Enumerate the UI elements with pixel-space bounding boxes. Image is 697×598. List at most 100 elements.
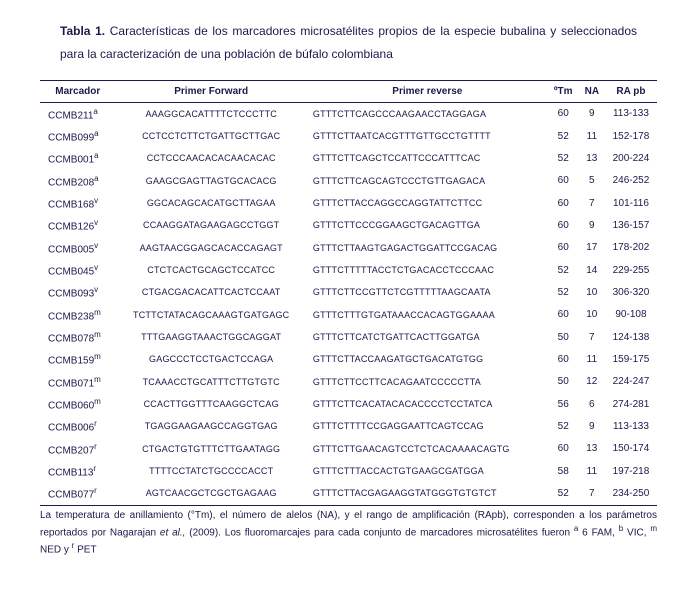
- cell-reverse: GTTTCTTCCCGGAAGCTGACAGTTGA: [307, 214, 548, 236]
- cell-forward: GAGCCCTCCTGACTCCAGA: [115, 348, 306, 370]
- cell-forward: CTGACTGTGTTTCTTGAATAGG: [115, 438, 306, 460]
- cell-marcador: CCMB211a: [40, 102, 115, 125]
- cell-forward: GAAGCGAGTTAGTGCACACG: [115, 170, 306, 192]
- cell-reverse: GTTTCTTCCGTTCTCGTTTTTAAGCAATA: [307, 281, 548, 303]
- cell-ra: 159-175: [605, 348, 657, 370]
- col-reverse: Primer reverse: [307, 80, 548, 102]
- cell-marcador: CCMB093v: [40, 281, 115, 303]
- cell-na: 10: [579, 304, 605, 326]
- cell-ra: 229-255: [605, 259, 657, 281]
- label-b: VIC,: [623, 527, 650, 538]
- table-caption: Tabla 1. Características de los marcador…: [60, 20, 637, 66]
- cell-reverse: GTTTCTTAATCACGTTTGTTGCCTGTTTT: [307, 125, 548, 147]
- table-row: CCMB093vCTGACGACACATTCACTCCAATGTTTCTTCCG…: [40, 281, 657, 303]
- cell-na: 12: [579, 371, 605, 393]
- cell-tm: 60: [548, 170, 579, 192]
- cell-marcador: CCMB126v: [40, 214, 115, 236]
- cell-na: 7: [579, 192, 605, 214]
- table-row: CCMB126vCCAAGGATAGAAGAGCCTGGTGTTTCTTCCCG…: [40, 214, 657, 236]
- cell-forward: TCAAACCTGCATTTCTTGTGTC: [115, 371, 306, 393]
- cell-tm: 60: [548, 438, 579, 460]
- cell-na: 13: [579, 147, 605, 169]
- cell-forward: CTGACGACACATTCACTCCAAT: [115, 281, 306, 303]
- table-row: CCMB168vGGCACAGCACATGCTTAGAAGTTTCTTACCAG…: [40, 192, 657, 214]
- cell-marcador: CCMB099a: [40, 125, 115, 147]
- table-row: CCMB099aCCTCCTCTTCTGATTGCTTGACGTTTCTTAAT…: [40, 125, 657, 147]
- cell-reverse: GTTTCTTTACCACTGTGAAGCGATGGA: [307, 460, 548, 482]
- table-row: CCMB006rTGAGGAAGAAGCCAGGTGAGGTTTCTTTTCCG…: [40, 415, 657, 437]
- cell-ra: 101-116: [605, 192, 657, 214]
- cell-ra: 152-178: [605, 125, 657, 147]
- markers-table: Marcador Primer Forward Primer reverse º…: [40, 80, 657, 506]
- cell-reverse: GTTTCTTACGAGAAGGTATGGGTGTGTCT: [307, 482, 548, 505]
- cell-marcador: CCMB159m: [40, 348, 115, 370]
- cell-tm: 50: [548, 326, 579, 348]
- cell-reverse: GTTTCTTTTCCGAGGAATTCAGTCCAG: [307, 415, 548, 437]
- cell-na: 9: [579, 102, 605, 125]
- cell-reverse: GTTTCTTTGTGATAAACCACAGTGGAAAA: [307, 304, 548, 326]
- cell-forward: CCTCCCAACACACAACACAC: [115, 147, 306, 169]
- cell-ra: 113-133: [605, 102, 657, 125]
- cell-ra: 124-138: [605, 326, 657, 348]
- col-marcador: Marcador: [40, 80, 115, 102]
- cell-marcador: CCMB077r: [40, 482, 115, 505]
- label-m: NED y: [40, 544, 72, 555]
- cell-ra: 224-247: [605, 371, 657, 393]
- footnote-cite: et al.,: [160, 527, 186, 538]
- cell-tm: 52: [548, 147, 579, 169]
- footnote-part2: (2009). Los fluoromarcajes para cada con…: [185, 527, 573, 538]
- cell-marcador: CCMB060m: [40, 393, 115, 415]
- cell-reverse: GTTTCTTCAGCAGTCCCTGTTGAGACA: [307, 170, 548, 192]
- sup-m: m: [650, 524, 657, 533]
- cell-reverse: GTTTCTTAAGTGAGACTGGATTCCGACAG: [307, 237, 548, 259]
- table-footnote: La temperatura de anillamiento (°Tm), el…: [40, 508, 657, 558]
- cell-tm: 58: [548, 460, 579, 482]
- label-a: 6 FAM,: [578, 527, 618, 538]
- cell-forward: TCTTCTATACAGCAAAGTGATGAGC: [115, 304, 306, 326]
- cell-forward: TTTGAAGGTAAACTGGCAGGAT: [115, 326, 306, 348]
- table-row: CCMB077rAGTCAACGCTCGCTGAGAAGGTTTCTTACGAG…: [40, 482, 657, 505]
- table-row: CCMB208aGAAGCGAGTTAGTGCACACGGTTTCTTCAGCA…: [40, 170, 657, 192]
- cell-tm: 60: [548, 348, 579, 370]
- cell-ra: 90-108: [605, 304, 657, 326]
- cell-marcador: CCMB113r: [40, 460, 115, 482]
- cell-ra: 150-174: [605, 438, 657, 460]
- cell-na: 13: [579, 438, 605, 460]
- col-tm: ºTm: [548, 80, 579, 102]
- table-row: CCMB060mCCACTTGGTTTCAAGGCTCAGGTTTCTTCACA…: [40, 393, 657, 415]
- cell-ra: 200-224: [605, 147, 657, 169]
- cell-forward: AAGTAACGGAGCACACCAGAGT: [115, 237, 306, 259]
- cell-tm: 52: [548, 281, 579, 303]
- caption-text: Características de los marcadores micros…: [60, 24, 637, 61]
- cell-na: 9: [579, 415, 605, 437]
- col-forward: Primer Forward: [115, 80, 306, 102]
- cell-tm: 60: [548, 304, 579, 326]
- table-row: CCMB211aAAAGGCACATTTTCTCCCTTCGTTTCTTCAGC…: [40, 102, 657, 125]
- cell-ra: 136-157: [605, 214, 657, 236]
- cell-forward: AGTCAACGCTCGCTGAGAAG: [115, 482, 306, 505]
- cell-reverse: GTTTCTTCCTTCACAGAATCCCCCTTA: [307, 371, 548, 393]
- cell-tm: 56: [548, 393, 579, 415]
- cell-forward: GGCACAGCACATGCTTAGAA: [115, 192, 306, 214]
- cell-forward: CTCTCACTGCAGCTCCATCC: [115, 259, 306, 281]
- cell-forward: TGAGGAAGAAGCCAGGTGAG: [115, 415, 306, 437]
- cell-marcador: CCMB006r: [40, 415, 115, 437]
- cell-tm: 52: [548, 259, 579, 281]
- cell-reverse: GTTTCTTTTTACCTCTGACACCTCCCAAC: [307, 259, 548, 281]
- cell-reverse: GTTTCTTACCAAGATGCTGACATGTGG: [307, 348, 548, 370]
- cell-forward: TTTTCCTATCTGCCCCACCT: [115, 460, 306, 482]
- caption-title: Tabla 1.: [60, 24, 105, 38]
- table-row: CCMB159mGAGCCCTCCTGACTCCAGAGTTTCTTACCAAG…: [40, 348, 657, 370]
- table-row: CCMB207rCTGACTGTGTTTCTTGAATAGGGTTTCTTGAA…: [40, 438, 657, 460]
- cell-na: 7: [579, 326, 605, 348]
- cell-marcador: CCMB168v: [40, 192, 115, 214]
- cell-tm: 52: [548, 482, 579, 505]
- cell-tm: 50: [548, 371, 579, 393]
- table-row: CCMB005vAAGTAACGGAGCACACCAGAGTGTTTCTTAAG…: [40, 237, 657, 259]
- cell-na: 14: [579, 259, 605, 281]
- cell-na: 7: [579, 482, 605, 505]
- col-na: NA: [579, 80, 605, 102]
- cell-reverse: GTTTCTTCAGCTCCATTCCCATTTCAC: [307, 147, 548, 169]
- cell-forward: CCACTTGGTTTCAAGGCTCAG: [115, 393, 306, 415]
- cell-marcador: CCMB078m: [40, 326, 115, 348]
